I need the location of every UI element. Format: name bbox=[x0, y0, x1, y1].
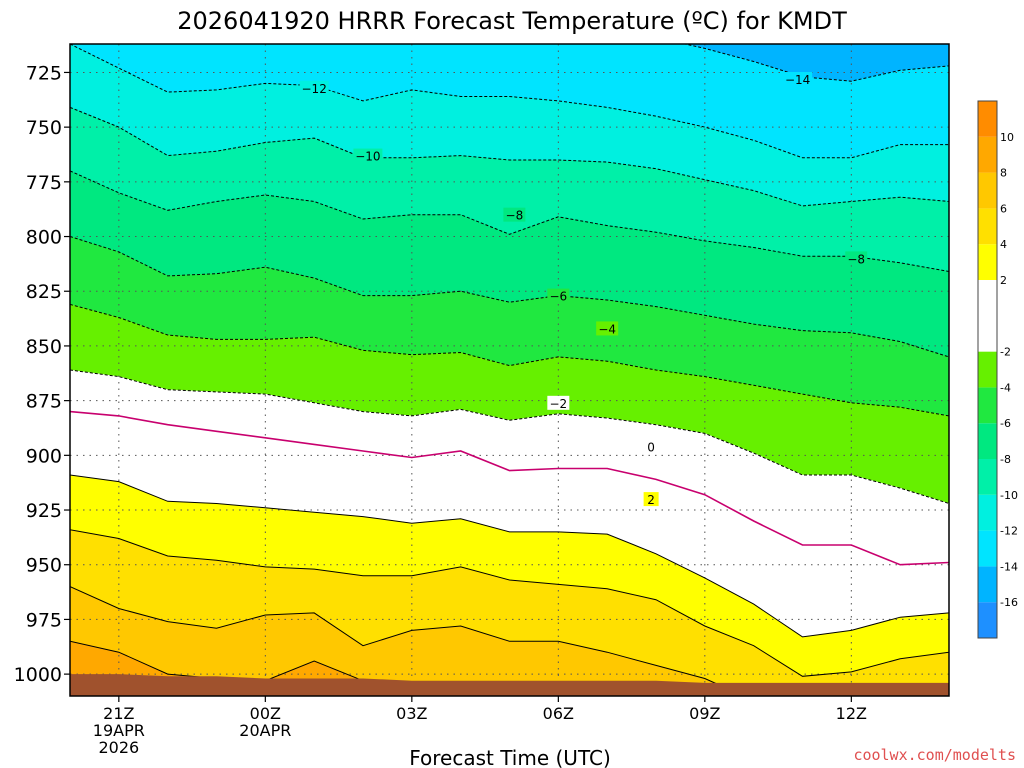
isotherm--10 bbox=[70, 106, 949, 207]
y-tick-label-875: 875 bbox=[26, 391, 62, 413]
contour-label-bg-2 bbox=[353, 148, 383, 163]
contour-label-bg-7 bbox=[547, 395, 570, 410]
y-tick-label-925: 925 bbox=[26, 500, 62, 522]
contour-label-bg-5 bbox=[547, 288, 570, 303]
contour-label-bg-3 bbox=[503, 207, 526, 222]
x-tick-label-21Z: 21Z bbox=[103, 704, 134, 723]
colorbar-band--14--12 bbox=[978, 530, 997, 567]
contour-label-1: −12 bbox=[302, 82, 327, 96]
y-tick-label-800: 800 bbox=[26, 227, 62, 249]
colorbar-band--12--10 bbox=[978, 494, 997, 531]
colorbar: 10 8 6 4 2 -2 -4 -6 -8 -10 -12 -14 -16 bbox=[977, 100, 1018, 639]
contour-label-bg-1 bbox=[299, 80, 329, 95]
contour-labels: −14 −12 −10 −8 −8 −6 −4 −2 0 2 bbox=[299, 72, 868, 507]
grid-lines bbox=[70, 44, 949, 696]
colorbar-label-2: 2 bbox=[1000, 274, 1007, 287]
colorbar-label--8: -8 bbox=[1000, 453, 1011, 466]
contour-label-5: −6 bbox=[549, 290, 567, 304]
x-axis-label: Forecast Time (UTC) bbox=[409, 746, 611, 768]
contour-label-bg-0 bbox=[783, 72, 813, 87]
isotherm-lines bbox=[70, 44, 949, 696]
colorbar-label-4: 4 bbox=[1000, 238, 1007, 251]
colorbar-label--2: -2 bbox=[1000, 346, 1011, 359]
x-tick-label-09Z: 09Z bbox=[689, 704, 720, 723]
x-tick-label-06Z: 06Z bbox=[543, 704, 574, 723]
isotherm-0 bbox=[70, 410, 949, 566]
chart-title: 2026041920 HRRR Forecast Temperature (ºC… bbox=[177, 7, 847, 35]
colorbar-band--2-2 bbox=[978, 280, 997, 352]
colorbar-band-4-6 bbox=[978, 208, 997, 245]
temperature-band-0 bbox=[684, 44, 949, 82]
y-tick-label-1000: 1000 bbox=[14, 664, 62, 686]
y-tick-label-725: 725 bbox=[26, 62, 62, 84]
contour-label-bg-6 bbox=[596, 321, 619, 336]
contour-label-3: −8 bbox=[506, 209, 524, 223]
y-tick-label-900: 900 bbox=[26, 445, 62, 467]
colorbar-band--10--8 bbox=[978, 459, 997, 495]
credit-text: coolwx.com/modelts bbox=[853, 746, 1016, 764]
colorbar-label-6: 6 bbox=[1000, 202, 1007, 215]
y-tick-label-775: 775 bbox=[26, 172, 62, 194]
contour-label-bg-8 bbox=[643, 439, 659, 454]
contour-label-6: −4 bbox=[598, 322, 616, 336]
isotherm--12 bbox=[70, 44, 949, 159]
x-tick-sublabel-2026: 2026 bbox=[98, 738, 139, 757]
isotherm-6 bbox=[70, 586, 746, 696]
x-tick-label-12Z: 12Z bbox=[836, 704, 867, 723]
isotherm--2 bbox=[70, 369, 949, 504]
colorbar-label--10: -10 bbox=[1000, 489, 1018, 502]
contour-label-bg-4 bbox=[845, 251, 868, 266]
colorbar-label-8: 8 bbox=[1000, 167, 1007, 180]
colorbar-label-10: 10 bbox=[1000, 131, 1014, 144]
y-tick-label-975: 975 bbox=[26, 609, 62, 631]
ground-surface bbox=[70, 674, 949, 696]
colorbar-label--14: -14 bbox=[1000, 560, 1018, 573]
colorbar-label--4: -4 bbox=[1000, 381, 1011, 394]
y-tick-label-950: 950 bbox=[26, 555, 62, 577]
isotherm--8 bbox=[70, 170, 949, 272]
isotherm--4 bbox=[70, 303, 949, 417]
contour-label-7: −2 bbox=[549, 397, 567, 411]
colorbar-band-6-8 bbox=[978, 172, 997, 209]
temperature-bands bbox=[70, 44, 949, 696]
ground-area bbox=[70, 674, 949, 696]
colorbar-band-8-10 bbox=[978, 136, 997, 173]
y-tick-label-750: 750 bbox=[26, 117, 62, 139]
colorbar-label--16: -16 bbox=[1000, 596, 1018, 609]
x-tick-label-03Z: 03Z bbox=[396, 704, 427, 723]
contour-label-8: 0 bbox=[647, 441, 655, 455]
colorbar-band--16--14 bbox=[978, 566, 997, 603]
plot-frame bbox=[69, 43, 950, 697]
y-axis: 725 750 775 800 825 850 875 900 925 950 975 1000 bbox=[14, 62, 70, 686]
colorbar-band--18--16 bbox=[978, 602, 997, 638]
colorbar-band--6--4 bbox=[978, 387, 997, 424]
contour-label-bg-9 bbox=[643, 492, 659, 507]
contour-label-0: −14 bbox=[785, 73, 810, 87]
colorbar-band--4--2 bbox=[978, 351, 997, 388]
colorbar-label--6: -6 bbox=[1000, 417, 1011, 430]
colorbar-label--12: -12 bbox=[1000, 525, 1018, 538]
isotherm-2 bbox=[70, 474, 949, 638]
colorbar-band--8--6 bbox=[978, 423, 997, 459]
contour-label-4: −8 bbox=[847, 252, 865, 266]
colorbar-frame bbox=[977, 100, 998, 639]
colorbar-band-2-4 bbox=[978, 244, 997, 280]
contour-label-2: −10 bbox=[355, 150, 380, 164]
x-tick-sublabel-19APR: 19APR bbox=[93, 721, 145, 740]
colorbar-band-10-12 bbox=[978, 101, 997, 137]
x-tick-label-00Z: 00Z bbox=[250, 704, 281, 723]
contour-label-9: 2 bbox=[647, 493, 655, 507]
y-tick-label-825: 825 bbox=[26, 281, 62, 303]
isotherm-4 bbox=[70, 529, 949, 677]
x-tick-sublabel-20APR: 20APR bbox=[239, 721, 291, 740]
y-tick-label-850: 850 bbox=[26, 336, 62, 358]
